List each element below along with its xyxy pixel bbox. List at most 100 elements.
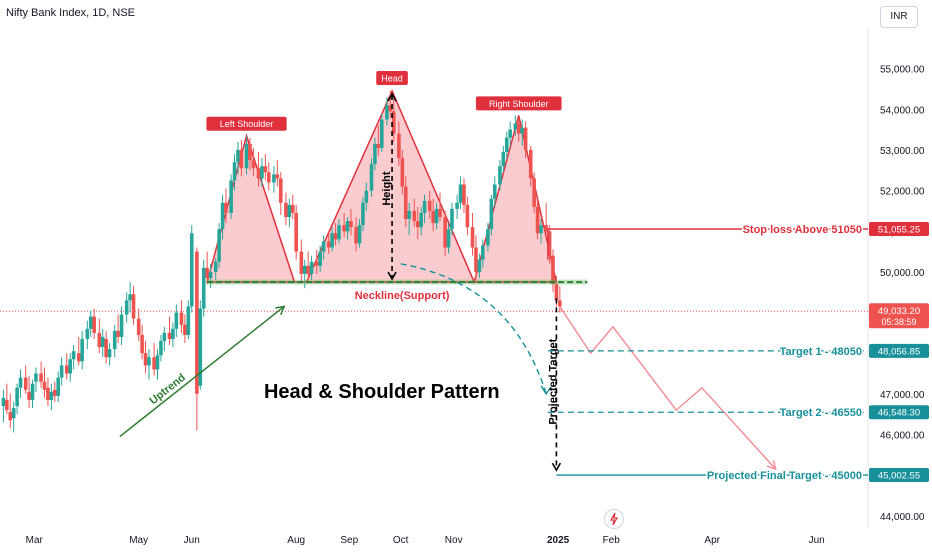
price-tag-box	[869, 468, 929, 483]
projection-path	[559, 306, 777, 470]
candle	[272, 174, 276, 183]
candle	[112, 330, 117, 350]
y-tick-label: 50,000.00	[880, 268, 925, 279]
candle	[516, 123, 521, 134]
lightning-icon[interactable]	[604, 509, 624, 529]
right-shoulder-label: Right Shoulder	[489, 99, 549, 109]
candle	[318, 251, 322, 266]
candle	[419, 212, 423, 228]
candle	[208, 271, 213, 278]
candle	[5, 399, 9, 411]
candle	[251, 160, 256, 169]
candle	[403, 186, 408, 220]
candle	[52, 389, 57, 396]
y-tick-label: 44,000.00	[880, 512, 925, 523]
candle	[256, 168, 261, 179]
target-label-halo: Target 1 - 48050	[780, 346, 862, 358]
last-price-countdown: 05:38:59	[881, 317, 916, 327]
height-label: Height	[381, 171, 393, 206]
neckline-label: Neckline(Support)	[355, 290, 450, 302]
candle	[239, 149, 244, 169]
candle	[88, 316, 93, 329]
candle	[136, 318, 141, 335]
candle	[513, 123, 518, 130]
candle	[385, 105, 389, 120]
candle	[124, 300, 129, 315]
pattern-title: Head & Shoulder Pattern	[264, 381, 500, 403]
candle	[167, 332, 172, 339]
candle	[59, 365, 64, 378]
last-price-tag-box	[869, 303, 929, 329]
x-tick-label: Jun	[184, 535, 200, 546]
candle	[27, 391, 31, 400]
candle	[23, 377, 28, 390]
candle	[407, 210, 411, 220]
candle	[446, 229, 451, 248]
y-tick-label: 55,000.00	[880, 65, 925, 76]
candle	[248, 143, 252, 161]
candle	[554, 284, 559, 301]
uptrend-arrow-head	[275, 305, 286, 316]
candle	[508, 129, 512, 138]
candle	[147, 357, 151, 366]
candle	[364, 190, 369, 203]
candle	[462, 184, 466, 205]
candle	[49, 391, 54, 400]
candle	[455, 202, 459, 209]
candle	[80, 338, 84, 362]
x-tick-label: Apr	[704, 535, 720, 546]
projection-curve	[400, 263, 547, 395]
candle	[244, 143, 249, 169]
candle	[64, 365, 69, 374]
x-tick-label: Sep	[340, 535, 358, 546]
candle	[342, 225, 346, 232]
candle	[100, 336, 105, 348]
candle	[186, 306, 191, 335]
candle	[179, 312, 184, 325]
x-tick-label: Mar	[26, 535, 44, 546]
candle	[76, 353, 81, 362]
stop-loss-label-halo: Stop loss Above 51050	[743, 224, 862, 236]
candle	[119, 314, 124, 337]
candle	[278, 178, 283, 203]
candle	[558, 300, 562, 307]
candle	[155, 355, 160, 370]
candle	[431, 210, 435, 224]
candle	[266, 172, 271, 183]
price-tag: 51,055.25	[878, 225, 920, 236]
candle	[535, 206, 540, 234]
candle	[174, 312, 179, 329]
candle	[501, 151, 506, 167]
candle	[388, 105, 393, 112]
candle	[357, 225, 362, 244]
candle	[171, 328, 175, 339]
candle	[504, 137, 509, 152]
candle	[422, 200, 427, 213]
candle	[30, 383, 35, 400]
candle	[263, 166, 268, 173]
candle	[213, 261, 218, 272]
candle	[275, 174, 280, 179]
candle	[330, 233, 334, 248]
candle	[56, 377, 61, 396]
x-tick-label: Oct	[393, 535, 409, 546]
candle	[333, 233, 338, 240]
candle	[477, 259, 482, 272]
x-tick-label: Jun	[809, 535, 825, 546]
candle	[458, 184, 463, 203]
candle	[492, 184, 497, 199]
candle	[443, 217, 447, 248]
x-tick-label: 2025	[547, 535, 570, 546]
candle	[232, 162, 237, 181]
candle	[143, 353, 148, 366]
candle	[551, 255, 555, 285]
candle	[284, 202, 288, 218]
candle	[412, 210, 417, 222]
currency-button[interactable]: INR	[880, 6, 918, 28]
head-shoulder-area	[206, 89, 558, 285]
last-price-tag: 49,033.20	[878, 306, 920, 317]
candle	[8, 412, 13, 421]
projected-target-arrow-head	[551, 462, 562, 472]
x-tick-label: Aug	[287, 535, 305, 546]
